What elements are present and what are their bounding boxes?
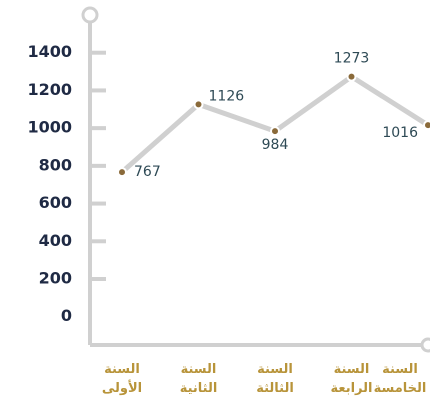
axis-end [81, 6, 99, 24]
x-tick-label: السنة الأولى [101, 362, 143, 396]
value-label: 984 [262, 137, 289, 153]
x-tick-label: السنة الثالثة [256, 362, 294, 396]
point [423, 120, 430, 131]
x-tick-label: السنة الخامسة [373, 362, 427, 396]
point [117, 167, 127, 178]
value-label: 1016 [382, 125, 418, 141]
y-tick-label: 1000 [27, 118, 72, 137]
axis-end [420, 337, 430, 353]
point [270, 126, 280, 137]
y-tick-label: 200 [39, 269, 72, 288]
value-label: 1126 [209, 88, 245, 104]
y-tick-label: 600 [39, 193, 72, 212]
x-tick-label: السنة الرابعة [330, 362, 373, 396]
x-tick-label: السنة الثانية [179, 362, 218, 396]
y-tick-label: 1400 [27, 42, 72, 61]
point [346, 71, 357, 82]
value-label: 767 [134, 164, 161, 180]
y-tick-label: 800 [39, 155, 72, 174]
y-tick-label: 1200 [27, 80, 72, 99]
value-label: 1273 [334, 51, 370, 67]
point [193, 99, 204, 110]
y-tick-label: 0 [61, 306, 72, 325]
y-tick-label: 400 [39, 231, 72, 250]
